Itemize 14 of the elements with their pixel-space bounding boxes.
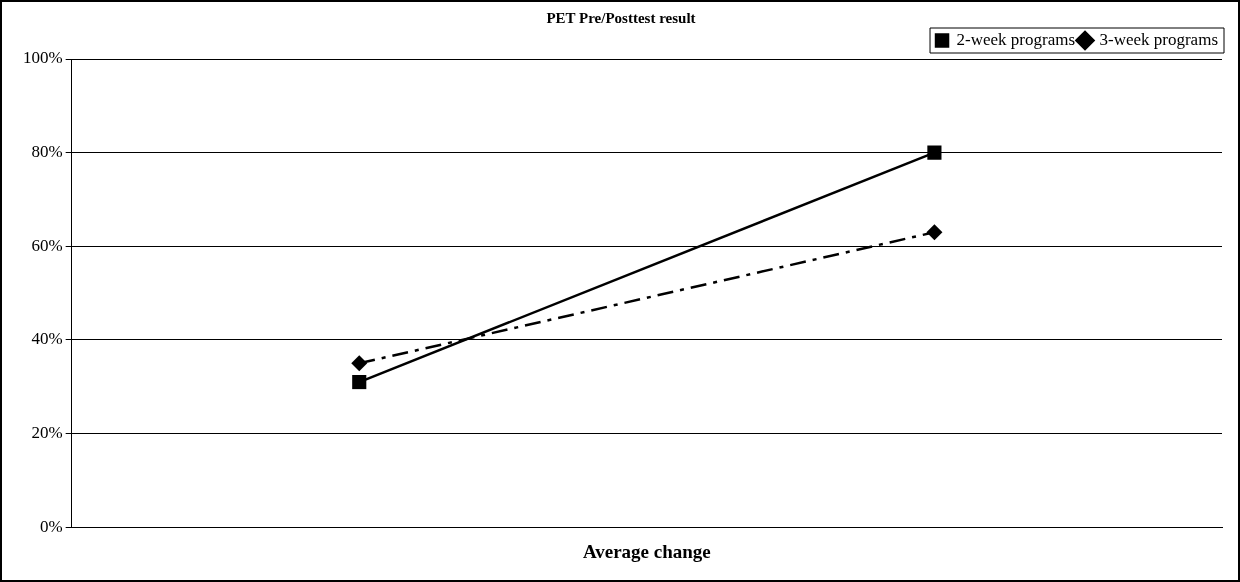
y-tick-label: 80% xyxy=(31,142,63,162)
y-tick-label: 40% xyxy=(31,329,63,349)
legend-label: 3-week programs xyxy=(1099,29,1219,49)
point xyxy=(927,145,942,160)
legend-label: 2-week programs xyxy=(956,29,1076,49)
y-tick-label: 20% xyxy=(31,423,63,443)
point xyxy=(351,355,368,372)
point xyxy=(926,224,943,241)
y-tick-label: 100% xyxy=(22,48,63,68)
chart-title: PET Pre/Posttest result xyxy=(546,9,696,26)
x-axis-title: Average change xyxy=(582,540,711,562)
y-tick-label: 60% xyxy=(31,235,63,255)
y-tick-label: 0% xyxy=(39,516,63,536)
point xyxy=(352,374,367,390)
